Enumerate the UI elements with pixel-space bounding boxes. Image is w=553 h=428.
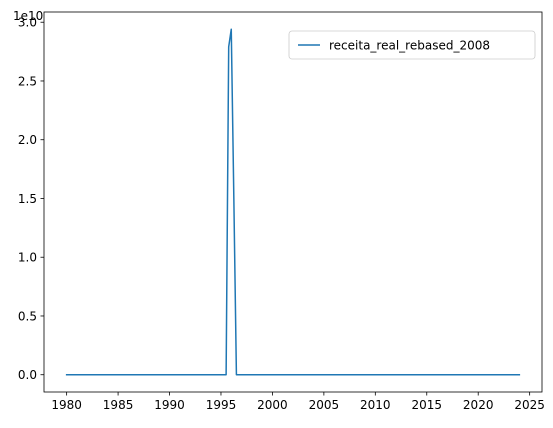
y-tick-label: 2.5 bbox=[18, 74, 37, 88]
axes: 1980 1985 1990 1995 2000 2005 2010 2015 2020 2025… bbox=[18, 11, 545, 412]
series-line-0 bbox=[65, 28, 521, 376]
y-tick-label: 1.0 bbox=[18, 251, 37, 265]
x-tick-label: 1990 bbox=[154, 398, 185, 412]
x-tick-label: 1995 bbox=[206, 398, 237, 412]
y-tick-label: 2.0 bbox=[18, 133, 37, 147]
y-tick-label: 0.5 bbox=[18, 309, 37, 323]
x-tick-label: 2010 bbox=[360, 398, 391, 412]
legend-label-0: receita_real_rebased_2008 bbox=[329, 38, 490, 52]
axes-frame bbox=[43, 11, 543, 393]
y-tick-label: 0.0 bbox=[18, 368, 37, 382]
y-tick-label: 3.0 bbox=[18, 16, 37, 30]
x-tick-label: 2020 bbox=[463, 398, 494, 412]
y-offset-label: 1e10 bbox=[13, 9, 43, 23]
x-tick-label: 2005 bbox=[309, 398, 340, 412]
x-tick-label: 2015 bbox=[411, 398, 442, 412]
x-tick-label: 2000 bbox=[257, 398, 288, 412]
x-tick-label: 1980 bbox=[51, 398, 82, 412]
x-tick-label: 2025 bbox=[514, 398, 545, 412]
plot-area bbox=[65, 28, 521, 376]
legend: receita_real_rebased_2008 bbox=[288, 30, 536, 60]
y-tick-label: 1.5 bbox=[18, 192, 37, 206]
x-tick-label: 1985 bbox=[103, 398, 134, 412]
legend-box bbox=[288, 30, 536, 60]
